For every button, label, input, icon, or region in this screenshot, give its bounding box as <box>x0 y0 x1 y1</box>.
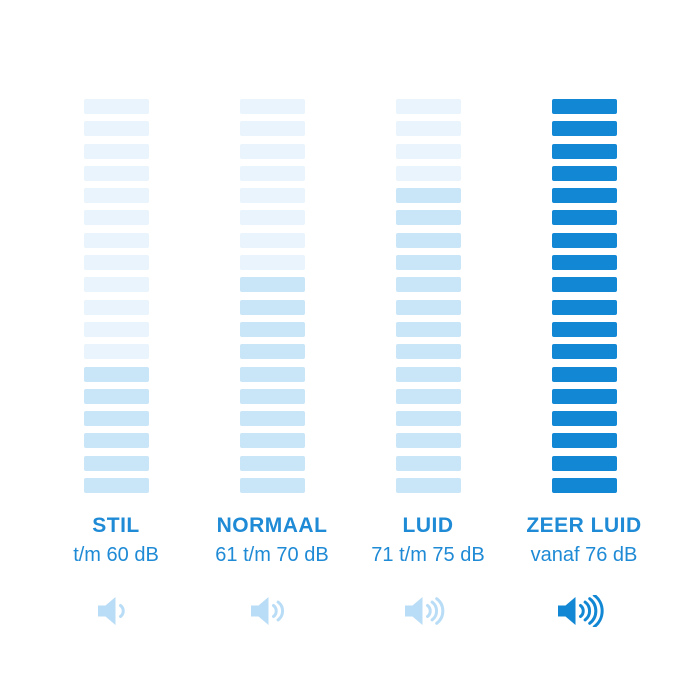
volume-segment <box>551 165 617 181</box>
volume-column-luid: LUID 71 t/m 75 dB <box>350 99 506 627</box>
volume-segment <box>551 321 617 337</box>
volume-segment <box>239 232 305 248</box>
volume-column-zeer-luid: ZEER LUID vanaf 76 dB <box>506 99 662 627</box>
volume-segment <box>551 143 617 159</box>
volume-segment <box>551 388 617 404</box>
range-label-zeer-luid: vanaf 76 dB <box>530 544 638 566</box>
volume-segment <box>83 455 149 471</box>
volume-segment <box>551 99 617 114</box>
volume-segment <box>395 411 461 427</box>
volume-segment <box>83 165 149 181</box>
volume-segment <box>551 255 617 271</box>
volume-segment <box>395 165 461 181</box>
speaker-icon <box>97 595 136 627</box>
volume-segment <box>395 99 461 114</box>
volume-segment <box>395 210 461 226</box>
bar-stack-normaal <box>239 99 305 494</box>
volume-segment <box>551 433 617 449</box>
speaker-light-icon <box>97 597 125 625</box>
volume-segment <box>239 165 305 181</box>
volume-segment <box>239 366 305 382</box>
volume-segment <box>551 277 617 293</box>
volume-segment <box>551 344 617 360</box>
volume-segment <box>239 433 305 449</box>
volume-segment <box>83 366 149 382</box>
volume-segment <box>239 188 305 204</box>
volume-segment <box>83 299 149 315</box>
volume-segment <box>551 210 617 226</box>
volume-segment <box>83 99 149 114</box>
volume-segment <box>551 411 617 427</box>
volume-segment <box>551 366 617 382</box>
volume-segment <box>395 277 461 293</box>
volume-segment <box>395 299 461 315</box>
speaker-icon <box>250 595 294 627</box>
volume-segment <box>83 411 149 427</box>
speaker-light-icon <box>251 597 285 625</box>
volume-column-normaal: NORMAAL 61 t/m 70 dB <box>194 99 350 627</box>
volume-segment <box>239 455 305 471</box>
range-label-luid: 71 t/m 75 dB <box>371 544 485 566</box>
volume-segment <box>395 478 461 494</box>
volume-segment <box>83 210 149 226</box>
category-label-normaal: NORMAAL <box>216 514 328 537</box>
volume-segment <box>551 232 617 248</box>
volume-segment <box>83 188 149 204</box>
category-label-luid: LUID <box>402 514 454 537</box>
volume-segment <box>395 344 461 360</box>
volume-segment <box>395 321 461 337</box>
volume-segment <box>239 143 305 159</box>
volume-segment <box>395 121 461 137</box>
speaker-icon <box>404 595 453 627</box>
category-label-zeer-luid: ZEER LUID <box>526 514 642 537</box>
volume-segment <box>395 188 461 204</box>
range-label-stil: t/m 60 dB <box>73 544 159 566</box>
volume-segment <box>239 99 305 114</box>
volume-segment <box>395 366 461 382</box>
volume-segment <box>239 299 305 315</box>
volume-segment <box>83 277 149 293</box>
volume-segment <box>239 478 305 494</box>
volume-segment <box>83 143 149 159</box>
speaker-light-icon <box>404 597 444 625</box>
volume-segment <box>83 121 149 137</box>
volume-segment <box>395 455 461 471</box>
volume-segment <box>83 433 149 449</box>
volume-segment <box>83 478 149 494</box>
volume-segment <box>83 321 149 337</box>
volume-segment <box>239 277 305 293</box>
volume-segment <box>551 121 617 137</box>
volume-segment <box>551 478 617 494</box>
category-label-stil: STIL <box>92 514 140 537</box>
volume-segment <box>395 143 461 159</box>
volume-segment <box>395 232 461 248</box>
volume-segment <box>395 388 461 404</box>
volume-segment <box>239 210 305 226</box>
volume-segment <box>83 344 149 360</box>
volume-columns-row: STIL t/m 60 dB NORMAAL 61 t/m 70 dB LUID… <box>0 99 700 627</box>
volume-segment <box>239 388 305 404</box>
range-label-normaal: 61 t/m 70 dB <box>215 544 329 566</box>
bar-stack-luid <box>395 99 461 494</box>
bar-stack-zeer-luid <box>551 99 617 494</box>
volume-segment <box>83 388 149 404</box>
volume-segment <box>395 433 461 449</box>
volume-segment <box>239 255 305 271</box>
volume-segment <box>551 299 617 315</box>
volume-segment <box>239 321 305 337</box>
volume-segment <box>239 121 305 137</box>
volume-segment <box>551 188 617 204</box>
bar-stack-stil <box>83 99 149 494</box>
volume-segment <box>239 411 305 427</box>
volume-segment <box>83 255 149 271</box>
volume-column-stil: STIL t/m 60 dB <box>38 99 194 627</box>
speaker-solid-icon <box>558 595 604 627</box>
volume-segment <box>551 455 617 471</box>
volume-segment <box>83 232 149 248</box>
volume-segment <box>239 344 305 360</box>
speaker-icon <box>557 595 611 627</box>
volume-segment <box>395 255 461 271</box>
